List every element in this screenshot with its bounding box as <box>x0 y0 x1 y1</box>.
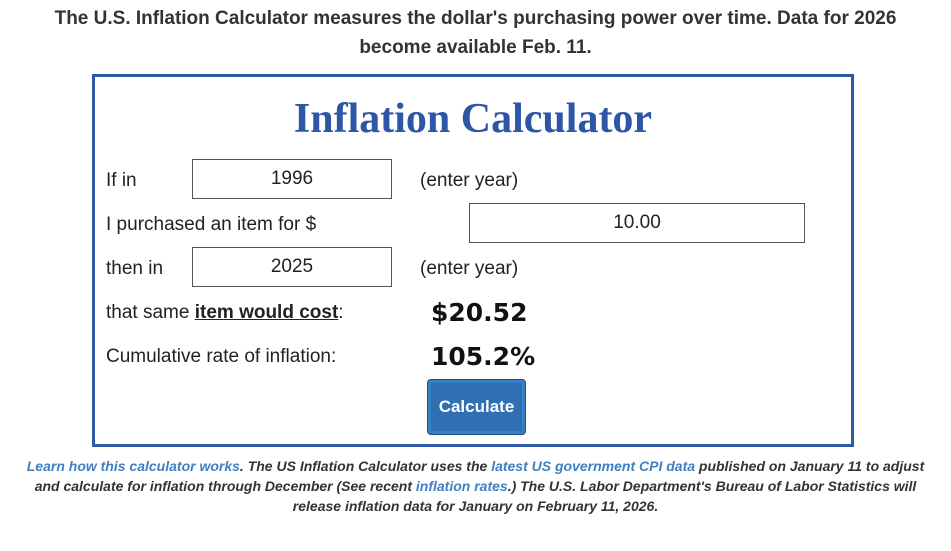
enter-year-hint-end: (enter year) <box>420 258 519 279</box>
end-year-input[interactable] <box>192 247 392 287</box>
enter-year-hint-start: (enter year) <box>420 170 519 191</box>
cpi-data-link[interactable]: latest US government CPI data <box>491 458 696 474</box>
intro-line-1: The U.S. Inflation Calculator measures t… <box>54 8 897 29</box>
cumulative-inflation-result: 105.2% <box>431 342 536 371</box>
purchased-amount-label: I purchased an item for $ <box>106 214 317 235</box>
footer-text-2: published on January 11 to adjust and ca… <box>34 458 925 494</box>
same-item-cost-label: that same item would cost: <box>106 301 344 325</box>
cost-result: $20.52 <box>431 298 528 327</box>
footer-text-3: .) The U.S. Labor Department's Bureau of… <box>292 478 917 514</box>
intro-text: The U.S. Inflation Calculator measures t… <box>0 4 951 62</box>
same-item-suffix: : <box>338 302 344 323</box>
learn-how-link[interactable]: Learn how this calculator works <box>26 458 240 474</box>
inflation-rates-link[interactable]: inflation rates <box>415 478 508 494</box>
intro-line-2: become available Feb. 11. <box>359 37 592 58</box>
amount-input[interactable] <box>469 203 805 243</box>
item-would-cost-link[interactable]: item would cost <box>194 302 339 323</box>
if-in-label: If in <box>106 170 137 191</box>
inflation-calculator-panel: Inflation Calculator If in (enter year) … <box>92 74 854 447</box>
same-item-prefix: that same <box>106 302 195 323</box>
cumulative-inflation-label: Cumulative rate of inflation: <box>106 346 337 367</box>
then-in-label: then in <box>106 258 164 279</box>
footer-note: Learn how this calculator works. The US … <box>14 456 937 516</box>
calculator-title: Inflation Calculator <box>293 96 653 142</box>
footer-text-1: . The US Inflation Calculator uses the <box>239 458 492 474</box>
start-year-input[interactable] <box>192 159 392 199</box>
calculate-button[interactable]: Calculate <box>427 379 526 435</box>
